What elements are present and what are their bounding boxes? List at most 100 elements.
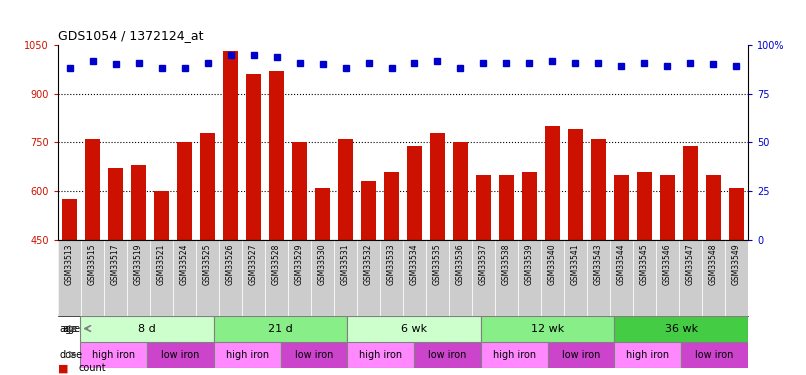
Bar	[147, 342, 214, 368]
Bar	[196, 240, 219, 315]
Text: GSM33533: GSM33533	[387, 244, 396, 285]
Text: GSM33539: GSM33539	[525, 244, 534, 285]
Bar	[311, 240, 334, 315]
Text: 8 d: 8 d	[138, 324, 156, 333]
Bar	[292, 142, 307, 375]
Bar	[347, 342, 414, 368]
Bar	[522, 172, 537, 375]
Bar	[81, 315, 214, 342]
Text: 36 wk: 36 wk	[665, 324, 698, 333]
Text: high iron: high iron	[626, 350, 669, 360]
Bar	[430, 133, 445, 375]
Text: GSM33543: GSM33543	[594, 244, 603, 285]
Bar	[472, 240, 495, 315]
Bar	[62, 199, 77, 375]
Text: ■: ■	[58, 363, 69, 373]
Bar	[614, 175, 629, 375]
Text: GSM33515: GSM33515	[88, 244, 97, 285]
Text: GSM33548: GSM33548	[709, 244, 718, 285]
Text: GSM33517: GSM33517	[111, 244, 120, 285]
Text: low iron: low iron	[562, 350, 600, 360]
Bar	[81, 342, 147, 368]
Bar	[518, 240, 541, 315]
Text: age: age	[62, 324, 81, 333]
Bar	[633, 240, 656, 315]
Bar	[481, 342, 547, 368]
Text: age: age	[59, 324, 77, 333]
Bar	[246, 74, 261, 375]
Text: low iron: low iron	[295, 350, 333, 360]
Text: GSM33535: GSM33535	[433, 244, 442, 285]
Bar	[426, 240, 449, 315]
Bar	[414, 342, 481, 368]
Text: GSM33528: GSM33528	[272, 244, 281, 285]
Text: GSM33532: GSM33532	[364, 244, 373, 285]
Text: GSM33526: GSM33526	[226, 244, 235, 285]
Bar	[85, 139, 100, 375]
Bar	[545, 126, 560, 375]
Bar	[242, 240, 265, 315]
Text: high iron: high iron	[92, 350, 135, 360]
Text: GSM33530: GSM33530	[318, 244, 327, 285]
Text: GSM33536: GSM33536	[456, 244, 465, 285]
Bar	[729, 188, 744, 375]
Bar	[81, 240, 104, 315]
Bar	[610, 240, 633, 315]
Bar	[476, 175, 491, 375]
Bar	[280, 342, 347, 368]
Text: GSM33531: GSM33531	[341, 244, 350, 285]
Text: GSM33513: GSM33513	[65, 244, 74, 285]
Bar	[150, 240, 173, 315]
Bar	[338, 139, 353, 375]
Bar	[269, 71, 284, 375]
Bar	[495, 240, 518, 315]
Bar	[334, 240, 357, 315]
Text: GSM33540: GSM33540	[548, 244, 557, 285]
Text: GSM33529: GSM33529	[295, 244, 304, 285]
Text: GSM33544: GSM33544	[617, 244, 626, 285]
Bar	[681, 342, 748, 368]
Bar	[214, 342, 280, 368]
Text: high iron: high iron	[226, 350, 268, 360]
Bar	[173, 240, 196, 315]
Bar	[683, 146, 698, 375]
Text: GSM33527: GSM33527	[249, 244, 258, 285]
Bar	[131, 165, 146, 375]
Bar	[315, 188, 330, 375]
Text: high iron: high iron	[359, 350, 402, 360]
Bar	[702, 240, 725, 315]
Bar	[108, 168, 123, 375]
Text: GSM33541: GSM33541	[571, 244, 580, 285]
Bar	[407, 146, 422, 375]
Bar	[614, 315, 748, 342]
Text: GSM33534: GSM33534	[410, 244, 419, 285]
Text: low iron: low iron	[428, 350, 467, 360]
Bar	[127, 240, 150, 315]
Bar	[380, 240, 403, 315]
Text: 6 wk: 6 wk	[401, 324, 427, 333]
Bar	[403, 240, 426, 315]
Bar	[547, 342, 614, 368]
Bar	[288, 240, 311, 315]
Text: GSM33537: GSM33537	[479, 244, 488, 285]
Bar	[587, 240, 610, 315]
Bar	[154, 191, 169, 375]
Bar	[660, 175, 675, 375]
Bar	[481, 315, 614, 342]
Text: 12 wk: 12 wk	[531, 324, 564, 333]
Text: 21 d: 21 d	[268, 324, 293, 333]
Bar	[706, 175, 721, 375]
Bar	[223, 51, 238, 375]
Bar	[637, 172, 652, 375]
Bar	[200, 133, 215, 375]
Bar	[58, 240, 81, 315]
Text: low iron: low iron	[696, 350, 733, 360]
Text: GSM33547: GSM33547	[686, 244, 695, 285]
Bar	[591, 139, 606, 375]
Text: GSM33549: GSM33549	[732, 244, 741, 285]
Bar	[104, 240, 127, 315]
Bar	[453, 142, 468, 375]
Bar	[361, 182, 376, 375]
Bar	[541, 240, 564, 315]
Text: count: count	[78, 363, 106, 373]
